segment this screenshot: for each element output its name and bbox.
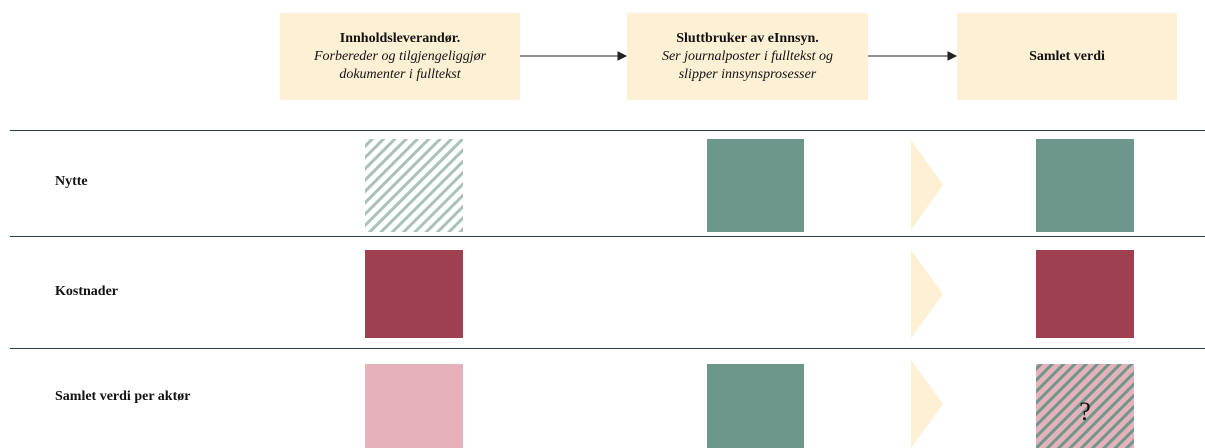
header-subtitle: dokumenter i fulltekst xyxy=(339,66,461,82)
square xyxy=(365,250,463,338)
square xyxy=(365,364,463,448)
row-lines xyxy=(10,130,1205,349)
square xyxy=(1036,364,1134,448)
row-label: Kostnader xyxy=(55,284,118,299)
header-title: Sluttbruker av eInnsyn. xyxy=(676,30,819,46)
header-box: Samlet verdi xyxy=(957,13,1177,100)
header-title: Samlet verdi xyxy=(1029,48,1105,64)
square xyxy=(707,364,804,448)
square xyxy=(707,139,804,232)
header-subtitle: Ser journalposter i fulltekst og xyxy=(661,48,834,64)
arrows xyxy=(520,51,958,61)
question-mark: ? xyxy=(1079,397,1091,426)
header-box: Innholdsleverandør. Forbereder og tilgje… xyxy=(280,13,520,100)
header-subtitle: slipper innsynsprosesser xyxy=(678,66,817,82)
row-label: Nytte xyxy=(55,174,88,189)
header-box: Sluttbruker av eInnsyn. Ser journalposte… xyxy=(627,13,868,100)
square xyxy=(1036,250,1134,338)
row-label: Samlet verdi per aktør xyxy=(55,389,191,404)
chevrons xyxy=(911,140,943,448)
square xyxy=(365,139,463,232)
header-subtitle: Forbereder og tilgjengeliggjør xyxy=(313,48,487,64)
square xyxy=(1036,139,1134,232)
header-title: Innholdsleverandør. xyxy=(339,30,461,46)
